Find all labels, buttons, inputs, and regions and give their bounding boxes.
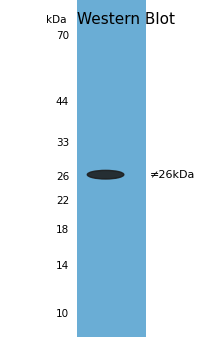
Text: 70: 70 <box>56 31 69 41</box>
Text: 14: 14 <box>56 261 69 271</box>
Text: 44: 44 <box>56 97 69 107</box>
Text: 33: 33 <box>56 138 69 148</box>
Text: ≠26kDa: ≠26kDa <box>149 170 195 180</box>
Text: kDa: kDa <box>46 15 67 25</box>
Ellipse shape <box>87 171 123 179</box>
Text: 18: 18 <box>56 225 69 235</box>
Text: 26: 26 <box>56 172 69 182</box>
Text: 22: 22 <box>56 196 69 206</box>
Text: Western Blot: Western Blot <box>77 12 174 27</box>
Text: 10: 10 <box>56 309 69 319</box>
